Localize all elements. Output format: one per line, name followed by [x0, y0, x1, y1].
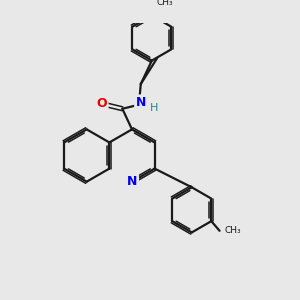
Text: O: O [96, 97, 107, 110]
Text: CH₃: CH₃ [224, 226, 241, 235]
Text: N: N [127, 175, 137, 188]
Text: N: N [136, 96, 146, 109]
Text: H: H [149, 103, 158, 113]
Text: CH₃: CH₃ [157, 0, 173, 7]
